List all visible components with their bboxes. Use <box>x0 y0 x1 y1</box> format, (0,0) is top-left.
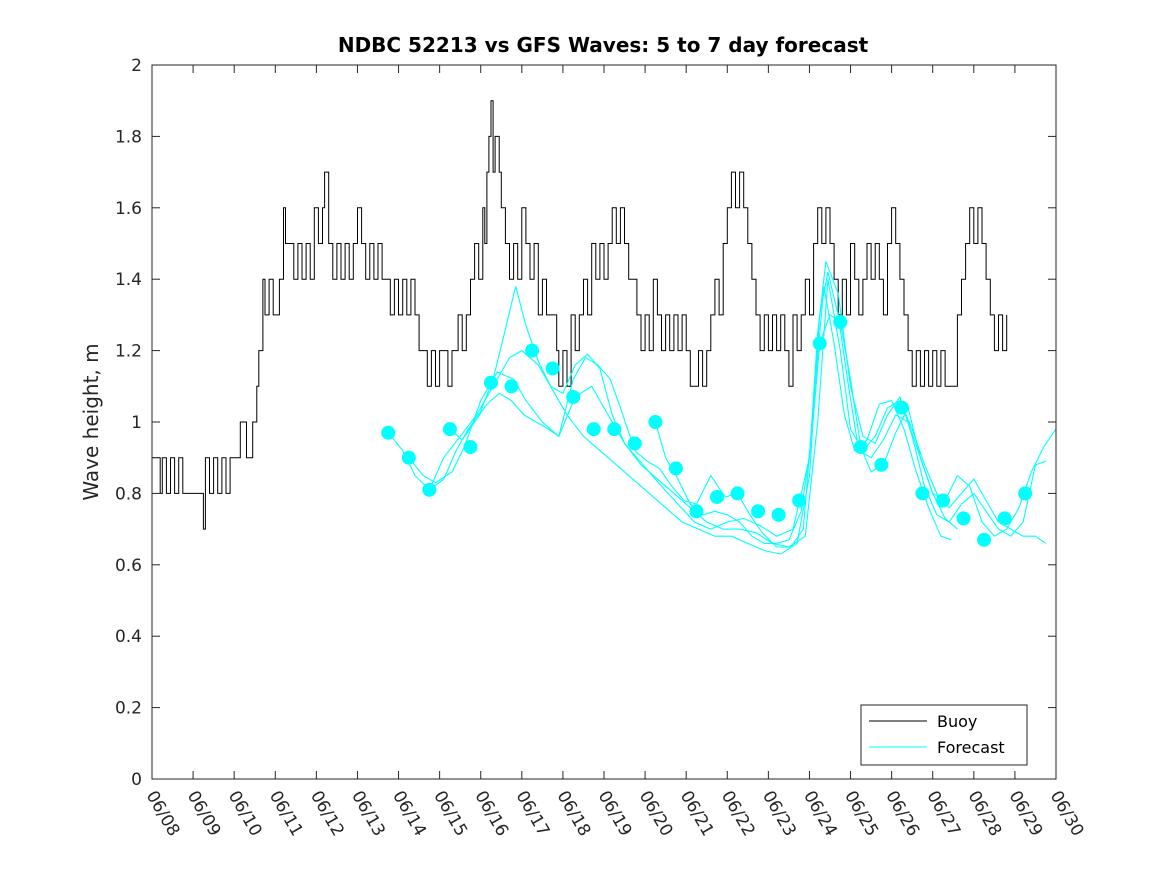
forecast-point <box>751 504 766 519</box>
y-tick-label: 1 <box>131 413 142 433</box>
forecast-run-line <box>449 286 952 548</box>
forecast-point <box>853 439 868 454</box>
forecast-point <box>915 486 930 501</box>
forecast-point <box>710 489 724 504</box>
forecast-point <box>771 507 786 522</box>
forecast-point <box>689 504 704 519</box>
forecast-point <box>607 422 622 437</box>
x-tick-label: 06/24 <box>799 788 841 840</box>
y-tick-label: 0.6 <box>115 556 142 576</box>
forecast-series <box>387 261 1057 555</box>
x-tick-label: 06/17 <box>511 788 553 840</box>
forecast-point <box>422 482 437 497</box>
x-tick-label: 06/18 <box>553 788 595 840</box>
chart-title: NDBC 52213 vs GFS Waves: 5 to 7 day fore… <box>338 33 869 57</box>
forecast-point <box>730 486 745 501</box>
forecast-point <box>545 361 560 376</box>
y-tick-label: 1.4 <box>115 270 142 290</box>
y-tick-label: 0 <box>131 770 142 790</box>
forecast-point <box>648 415 663 429</box>
forecast-point <box>504 379 519 394</box>
forecast-point <box>484 375 498 390</box>
x-tick-label: 06/08 <box>142 788 184 840</box>
forecast-point <box>874 457 889 472</box>
y-tick-label: 1.8 <box>115 127 142 147</box>
x-tick-label: 06/11 <box>265 788 307 840</box>
y-tick-label: 0.2 <box>115 699 142 719</box>
plot-background <box>152 65 1056 779</box>
forecast-point <box>381 425 396 440</box>
forecast-point <box>936 493 950 508</box>
forecast-point <box>997 511 1012 526</box>
y-tick-label: 0.8 <box>115 484 142 504</box>
forecast-point <box>894 400 909 415</box>
x-tick-label: 06/14 <box>388 788 430 840</box>
legend-label-buoy: Buoy <box>937 712 977 731</box>
y-tick-label: 1.6 <box>115 199 142 219</box>
buoy-series <box>152 100 1008 530</box>
forecast-point <box>792 493 807 508</box>
forecast-point <box>463 439 478 454</box>
y-axis: 0 0.2 0.4 0.6 0.8 1 1.2 1.4 1.6 1.8 2 <box>115 56 1056 790</box>
forecast-point <box>442 422 457 437</box>
x-tick-label: 06/20 <box>635 788 677 840</box>
plot-area <box>151 64 1057 780</box>
x-tick-label: 06/26 <box>881 788 923 840</box>
y-tick-label: 0.4 <box>115 627 142 647</box>
x-tick-label: 06/09 <box>183 788 225 840</box>
forecast-run-line <box>387 271 958 555</box>
forecast-point <box>525 343 540 358</box>
forecast-point <box>812 336 827 351</box>
forecast-markers <box>381 315 1033 547</box>
legend: Buoy Forecast <box>860 704 1028 766</box>
legend-box <box>860 704 1028 766</box>
x-tick-label: 06/29 <box>1005 788 1047 840</box>
x-tick-label: 06/16 <box>470 788 512 840</box>
forecast-run-line <box>654 314 1057 544</box>
forecast-point <box>566 390 581 405</box>
buoy-line <box>152 100 1008 530</box>
y-axis-label: Wave height, m <box>79 343 103 500</box>
x-tick-label: 06/12 <box>306 788 348 840</box>
forecast-point <box>977 532 992 547</box>
x-tick-label: 06/21 <box>676 788 718 840</box>
x-tick-label: 06/30 <box>1046 788 1088 840</box>
forecast-point <box>627 436 642 451</box>
x-tick-label: 06/23 <box>758 788 800 840</box>
x-tick-label: 06/27 <box>922 788 964 840</box>
forecast-run-line <box>408 279 1047 548</box>
forecast-point <box>668 461 683 476</box>
y-tick-label: 1.2 <box>115 342 142 362</box>
x-tick-label: 06/10 <box>224 788 266 840</box>
x-tick-label: 06/19 <box>594 788 636 840</box>
x-tick-label: 06/22 <box>717 788 759 840</box>
forecast-point <box>586 422 601 437</box>
forecast-run-line <box>429 261 1046 537</box>
forecast-point <box>956 511 971 526</box>
forecast-point <box>1018 486 1033 501</box>
legend-label-forecast: Forecast <box>937 738 1005 757</box>
y-tick-label: 2 <box>131 56 142 76</box>
x-tick-label: 06/13 <box>347 788 389 840</box>
x-tick-label: 06/28 <box>963 788 1005 840</box>
forecast-point <box>401 450 416 465</box>
forecast-point <box>833 315 848 330</box>
x-tick-label: 06/15 <box>429 788 471 840</box>
x-tick-label: 06/25 <box>840 788 882 840</box>
